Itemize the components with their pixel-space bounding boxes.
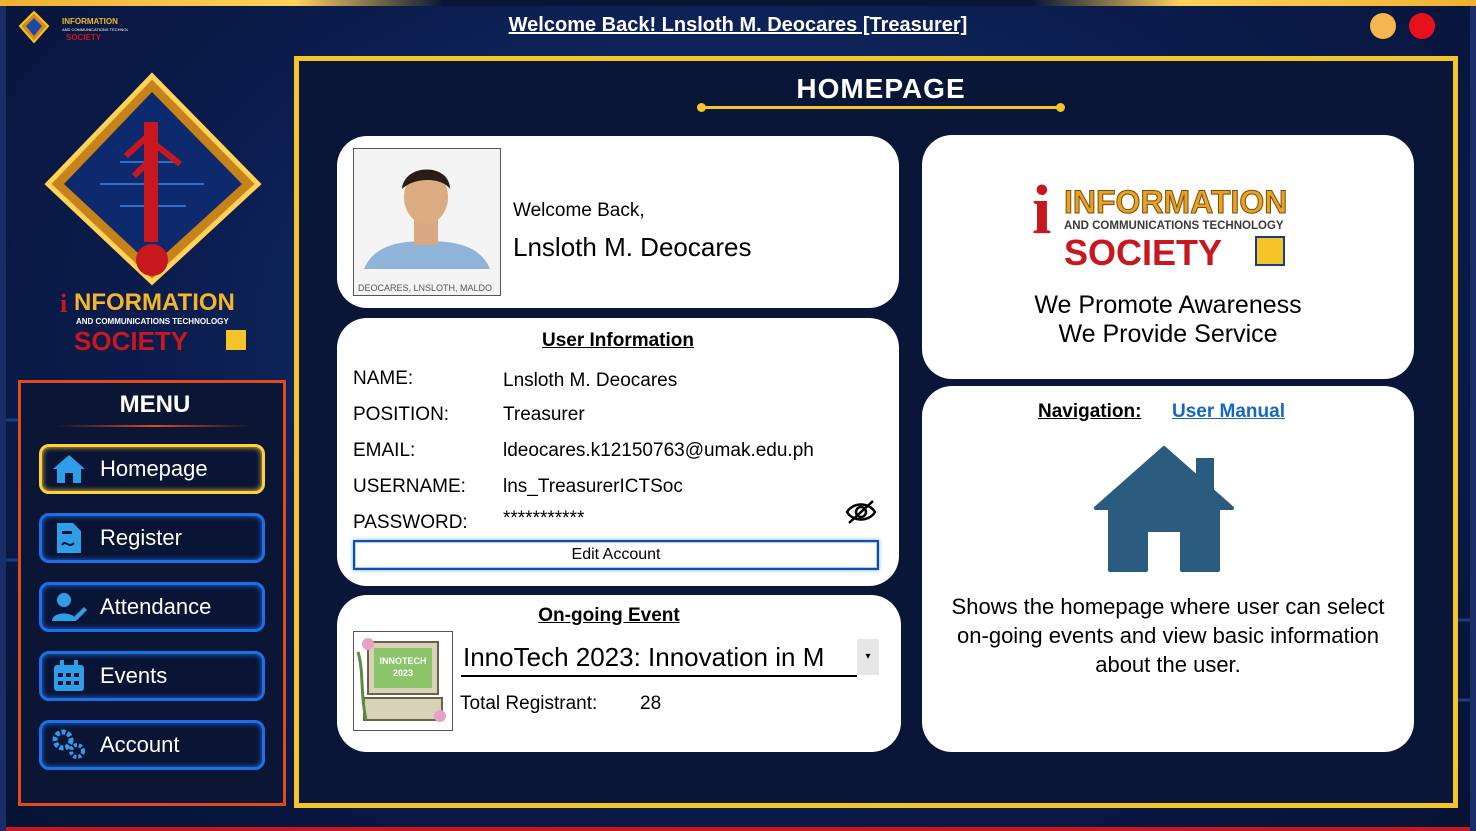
ongoing-event-card: On-going Event INNOTECH 2023 InnoTech 20…	[337, 595, 901, 752]
top-logo: INFORMATION AND COMMUNICATIONS TECHNOLOG…	[18, 10, 138, 44]
menu-item-label: Register	[100, 525, 182, 550]
field-label-email: EMAIL:	[353, 440, 416, 461]
edit-account-button[interactable]: Edit Account	[353, 540, 879, 570]
gears-icon	[50, 728, 88, 762]
field-value-username: lns_TreasurerICTSoc	[503, 476, 683, 497]
minimize-button[interactable]	[1370, 13, 1396, 39]
side-menu: MENU Homepage Register Attendance Events	[18, 380, 286, 806]
title-underline	[697, 103, 1065, 112]
page-title: HOMEPAGE	[796, 73, 966, 104]
tagline-service: We Provide Service	[1058, 320, 1278, 348]
brand-tagline: We Promote Awareness We Provide Service	[922, 291, 1414, 349]
event-select[interactable]: InnoTech 2023: Innovation in M	[461, 639, 857, 677]
menu-item-account[interactable]: Account	[39, 720, 265, 770]
brand-line1: INFORMATION	[1064, 184, 1287, 220]
close-button[interactable]	[1409, 13, 1435, 39]
svg-text:i: i	[1032, 172, 1051, 249]
home-icon	[50, 452, 88, 486]
event-thumbnail: INNOTECH 2023	[353, 631, 453, 731]
user-info-card: User Information NAME: Lnsloth M. Deocar…	[337, 318, 899, 586]
event-title: On-going Event	[538, 605, 680, 626]
menu-item-register[interactable]: Register	[39, 513, 265, 563]
registrant-label: Total Registrant:	[460, 693, 598, 714]
field-label-position: POSITION:	[353, 404, 450, 425]
field-label-password: PASSWORD:	[353, 512, 468, 533]
main-panel: HOMEPAGE DEOCARES, LNSLOTH, MALDO Welcom…	[294, 56, 1458, 808]
menu-item-label: Attendance	[100, 594, 212, 619]
svg-text:INFORMATION: INFORMATION	[62, 17, 118, 26]
menu-item-label: Account	[100, 732, 180, 757]
menu-item-label: Events	[100, 663, 168, 688]
event-select-value: InnoTech 2023: Innovation in M	[463, 642, 825, 672]
svg-text:i: i	[60, 289, 67, 318]
svg-text:2023: 2023	[393, 668, 413, 678]
field-value-position: Treasurer	[503, 404, 585, 425]
svg-text:AND COMMUNICATIONS TECHNOLOGY: AND COMMUNICATIONS TECHNOLOGY	[76, 317, 229, 326]
navigation-label: Navigation:	[1038, 401, 1142, 422]
society-logo: i NFORMATION AND COMMUNICATIONS TECHNOLO…	[40, 72, 270, 362]
svg-text:NFORMATION: NFORMATION	[74, 289, 235, 316]
window-title: Welcome Back! Lnsloth M. Deocares [Treas…	[508, 14, 968, 36]
welcome-name: Lnsloth M. Deocares	[513, 232, 752, 262]
registrant-count: 28	[640, 693, 662, 714]
user-edit-icon	[50, 590, 88, 624]
calendar-icon	[50, 659, 88, 693]
svg-text:AND COMMUNICATIONS TECHNOLOGY: AND COMMUNICATIONS TECHNOLOGY	[62, 27, 128, 32]
user-info-title: User Information	[541, 330, 695, 351]
tagline-awareness: We Promote Awareness	[1034, 291, 1302, 319]
brand-logo: i INFORMATION AND COMMUNICATIONS TECHNOL…	[1032, 161, 1304, 273]
chevron-down-icon[interactable]: ▾	[857, 639, 879, 675]
brand-line2: AND COMMUNICATIONS TECHNOLOGY	[1064, 220, 1284, 232]
menu-divider	[57, 425, 253, 427]
svg-text:SOCIETY: SOCIETY	[74, 326, 188, 356]
navigation-card: Navigation: User Manual Shows the homepa…	[922, 386, 1414, 752]
title-bar-edge	[0, 0, 1476, 6]
field-label-username: USERNAME:	[353, 476, 466, 497]
welcome-greeting: Welcome Back,	[513, 200, 645, 221]
field-value-name: Lnsloth M. Deocares	[503, 370, 678, 391]
field-label-name: NAME:	[353, 368, 414, 389]
photo-caption: DEOCARES, LNSLOTH, MALDO	[358, 283, 492, 293]
hidden-eye-icon[interactable]	[845, 499, 877, 525]
brand-card: i INFORMATION AND COMMUNICATIONS TECHNOL…	[922, 135, 1414, 379]
user-manual-link[interactable]: User Manual	[1172, 401, 1285, 422]
brand-line3: SOCIETY	[1064, 232, 1222, 271]
welcome-card: DEOCARES, LNSLOTH, MALDO Welcome Back, L…	[337, 136, 899, 308]
document-icon	[50, 521, 88, 555]
menu-title: MENU	[119, 391, 191, 418]
navigation-description: Shows the homepage where user can select…	[951, 594, 1385, 677]
field-value-email: ldeocares.k12150763@umak.edu.ph	[503, 440, 814, 461]
field-value-password: ***********	[503, 508, 585, 529]
menu-item-attendance[interactable]: Attendance	[39, 582, 265, 632]
menu-item-homepage[interactable]: Homepage	[39, 444, 265, 494]
menu-item-label: Homepage	[100, 456, 208, 481]
svg-text:INNOTECH: INNOTECH	[380, 656, 427, 666]
menu-item-events[interactable]: Events	[39, 651, 265, 701]
title-bar: INFORMATION AND COMMUNICATIONS TECHNOLOG…	[0, 0, 1476, 56]
profile-photo: DEOCARES, LNSLOTH, MALDO	[353, 148, 501, 296]
home-icon	[1092, 444, 1236, 574]
svg-text:SOCIETY: SOCIETY	[66, 33, 102, 42]
